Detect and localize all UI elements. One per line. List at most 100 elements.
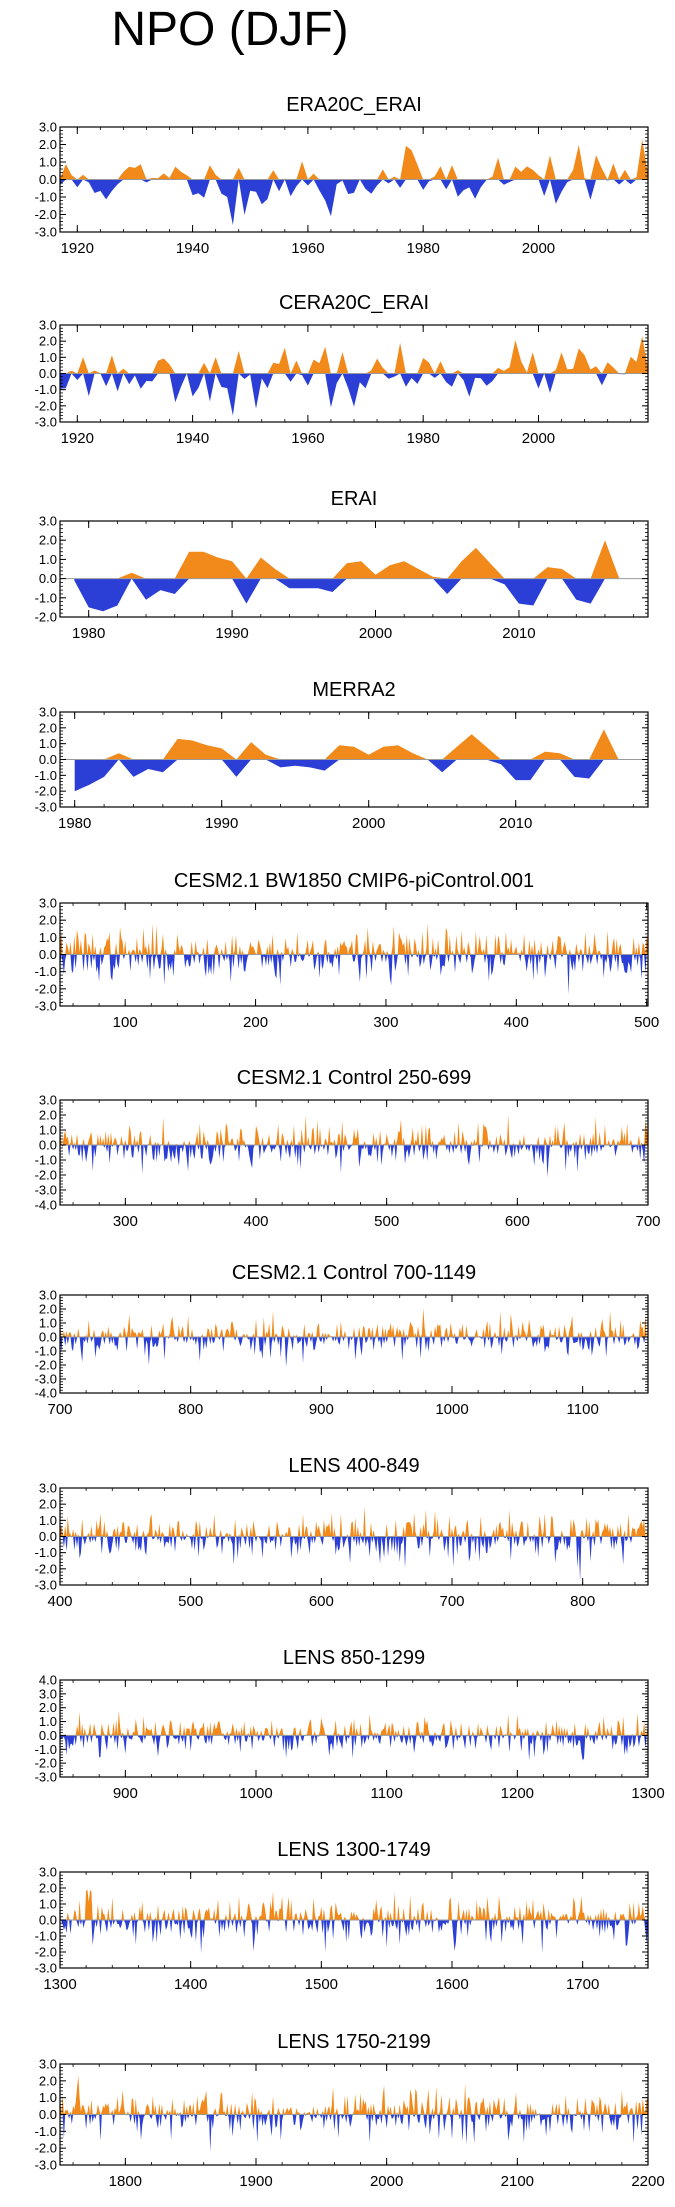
xtick-label: 1980 [406,430,439,447]
xtick-label: 700 [439,1593,464,1610]
ytick-label: 3.0 [39,896,57,911]
ytick-label: -1.0 [35,190,57,205]
ytick-label: 1.0 [39,155,57,170]
xtick-label: 1500 [305,1976,338,1993]
ytick-label: 0.0 [39,752,57,767]
panel-title: LENS 850-1299 [283,1647,425,1669]
ytick-label: 1.0 [39,1316,57,1331]
ytick-label: -3.0 [35,2158,57,2173]
negative-area [60,1536,648,1581]
xtick-label: 2200 [631,2173,664,2190]
ytick-label: 1.0 [39,1714,57,1729]
ytick-label: 2.0 [39,1881,57,1896]
ytick-label: 1.0 [39,2090,57,2105]
xtick-label: 900 [309,1401,334,1418]
panel-title: MERRA2 [312,679,395,701]
ytick-label: -3.0 [35,800,57,815]
ytick-label: 0.0 [39,1138,57,1153]
xtick-label: 200 [243,1014,268,1031]
plot-frame [59,1679,649,1778]
negative-area [74,578,620,612]
ytick-label: 1.0 [39,552,57,567]
ytick-label: -2.0 [35,1561,57,1576]
ytick-label: -1.0 [35,2124,57,2139]
xtick-label: 1800 [109,2173,142,2190]
positive-area [60,923,648,955]
positive-area [60,336,648,374]
positive-area [74,540,620,579]
ytick-label: 2.0 [39,334,57,349]
negative-area [60,954,648,995]
ytick-label: 2.0 [39,2073,57,2088]
xtick-label: 2000 [359,625,392,642]
xtick-label: 400 [504,1014,529,1031]
ytick-label: 3.0 [39,1686,57,1701]
xtick-label: 500 [178,1593,203,1610]
panel-title: LENS 1300-1749 [277,1839,430,1861]
ytick-label: -1.0 [35,964,57,979]
ytick-label: 2.0 [39,1700,57,1715]
xtick-label: 800 [178,1401,203,1418]
xtick-label: 1400 [174,1976,207,1993]
ytick-label: 2.0 [39,1497,57,1512]
positive-area [60,1506,648,1537]
main-title: NPO (DJF) [111,3,349,56]
xtick-label: 1960 [291,240,324,257]
ytick-label: -2.0 [35,1168,57,1183]
negative-area [60,373,648,416]
ytick-label: -3.0 [35,1961,57,1976]
panel-title: LENS 400-849 [288,1455,419,1477]
positive-area [74,729,619,760]
ytick-label: 3.0 [39,318,57,333]
panel-title: CERA20C_ERAI [279,292,429,314]
negative-area [60,1735,648,1761]
positive-area [60,1308,648,1337]
xtick-label: 1300 [43,1976,76,1993]
ytick-label: -2.0 [35,2141,57,2156]
ytick-label: 3.0 [39,1865,57,1880]
ytick-label: 0.0 [39,366,57,381]
xtick-label: 1200 [501,1785,534,1802]
ytick-label: 0.0 [39,947,57,962]
ytick-label: 2.0 [39,533,57,548]
xtick-label: 1900 [239,2173,272,2190]
ytick-label: -1.0 [35,382,57,397]
ytick-label: 0.0 [39,1913,57,1928]
negative-area [74,759,619,792]
xtick-label: 1940 [176,240,209,257]
ytick-label: 0.0 [39,2107,57,2122]
ytick-label: 1.0 [39,930,57,945]
positive-area [60,139,648,180]
ytick-label: -1.0 [35,1742,57,1757]
xtick-label: 1000 [435,1401,468,1418]
negative-area [60,179,648,225]
xtick-label: 2000 [352,815,385,832]
xtick-label: 600 [505,1213,530,1230]
ytick-label: 1.0 [39,1123,57,1138]
ytick-label: -1.0 [35,1153,57,1168]
ytick-label: 0.0 [39,1728,57,1743]
xtick-label: 1600 [435,1976,468,1993]
xtick-label: 2100 [501,2173,534,2190]
xtick-label: 2000 [522,430,555,447]
ytick-label: -1.0 [35,768,57,783]
xtick-label: 1000 [239,1785,272,1802]
ytick-label: -2.0 [35,398,57,413]
xtick-label: 1990 [215,625,248,642]
ytick-label: -4.0 [35,1198,57,1213]
xtick-label: 500 [634,1014,659,1031]
ytick-label: -3.0 [35,415,57,430]
ytick-label: -2.0 [35,610,57,625]
ytick-label: 3.0 [39,1481,57,1496]
ytick-label: -2.0 [35,1756,57,1771]
xtick-label: 1920 [61,430,94,447]
xtick-label: 1100 [567,1401,599,1418]
ytick-label: -1.0 [35,1929,57,1944]
ytick-label: -2.0 [35,207,57,222]
xtick-label: 2010 [499,815,532,832]
ytick-label: 3.0 [39,705,57,720]
ytick-label: -3.0 [35,1578,57,1593]
xtick-label: 100 [113,1014,138,1031]
xtick-label: 700 [635,1213,660,1230]
xtick-label: 600 [309,1593,334,1610]
